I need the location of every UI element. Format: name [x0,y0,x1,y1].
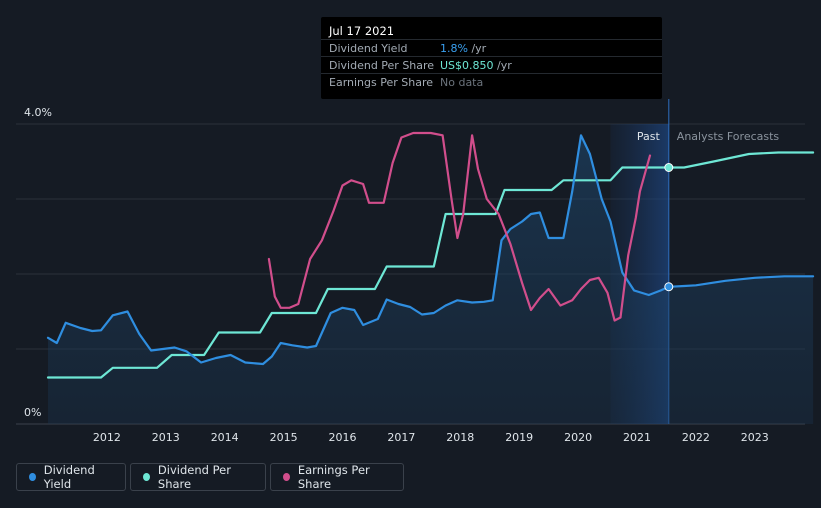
tooltip-key: Dividend Yield [329,42,408,55]
tooltip-row-dividend-per-share: Dividend Per Share US$0.850 /yr [321,56,662,74]
dividend-per-share-marker [664,163,674,172]
tooltip-date: Jul 17 2021 [329,24,395,38]
tooltip-value: 1.8% /yr [440,42,487,55]
x-tick-label: 2012 [93,431,121,444]
dividend-per-share-dot-icon [143,473,150,481]
x-tick-label: 2023 [741,431,769,444]
tooltip: Jul 17 2021 Dividend Yield 1.8% /yr Divi… [321,17,662,99]
forecast-label: Analysts Forecasts [677,130,780,143]
tooltip-row-earnings-per-share: Earnings Per Share No data [321,73,662,91]
tooltip-key: Earnings Per Share [329,76,434,89]
x-tick-label: 2022 [682,431,710,444]
dividend-yield-dot-icon [29,473,36,481]
dividend-yield-line [46,134,815,366]
tooltip-value: No data [440,76,484,89]
legend-dividend-per-share[interactable]: Dividend Per Share [130,463,266,491]
tooltip-value: US$0.850 /yr [440,59,512,72]
dividend-per-share-line [46,151,815,379]
x-tick-label: 2014 [211,431,239,444]
tooltip-key: Dividend Per Share [329,59,435,72]
legend-label: Earnings Per Share [297,463,370,491]
dividend-yield-marker [664,282,674,292]
earnings-per-share-dot-icon [283,473,290,481]
legend-dividend-yield[interactable]: Dividend Yield [16,463,126,491]
legend-label: Dividend Per Share [157,463,231,491]
x-tick-label: 2015 [270,431,298,444]
past-label: Past [637,130,661,143]
legend-label: Dividend Yield [43,463,95,491]
tooltip-row-dividend-yield: Dividend Yield 1.8% /yr [321,39,662,57]
x-tick-label: 2013 [152,431,180,444]
x-tick-label: 2016 [329,431,357,444]
x-tick-label: 2019 [505,431,533,444]
x-tick-label: 2017 [387,431,415,444]
y-axis-label-top: 4.0% [24,106,52,119]
x-tick-label: 2021 [623,431,651,444]
legend-earnings-per-share[interactable]: Earnings Per Share [270,463,404,491]
x-tick-label: 2020 [564,431,592,444]
earnings-per-share-line [267,131,652,322]
y-axis-label-bottom: 0% [24,406,41,419]
x-tick-label: 2018 [446,431,474,444]
dividend-yield-area [48,135,814,425]
